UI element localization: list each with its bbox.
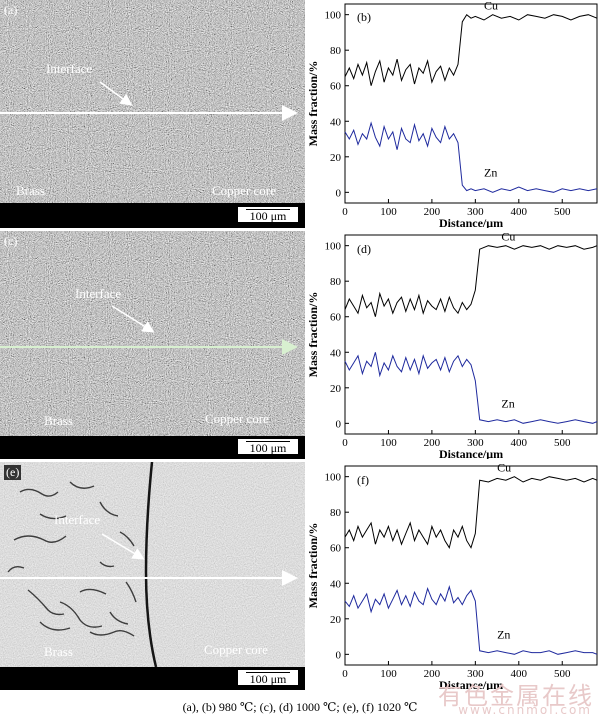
series-line-zn [344,585,598,655]
plot-frame [344,234,598,435]
panel-label-d: (d) [357,242,371,256]
y-tick-label: 100 [325,241,342,253]
y-tick-label: 20 [330,614,342,626]
x-tick-label: 200 [424,668,441,680]
plot-frame [344,465,598,666]
panel-label-f: (f) [357,473,369,487]
micrograph-c-texture [0,231,305,459]
copper-core-label-a: Copper core [212,183,276,198]
copper-core-label-e: Copper core [204,642,268,657]
y-tick-label: 20 [330,152,342,164]
watermark-url: www.cnnmol.com [458,703,592,717]
y-tick-label: 20 [330,383,342,395]
copper-core-label-c: Copper core [205,411,269,426]
x-axis-label: Distance/μm [439,216,503,228]
interface-label-e: Interface [54,512,101,527]
x-tick-label: 500 [554,437,571,449]
y-tick-label: 80 [330,45,342,57]
y-tick-label: 60 [330,81,342,93]
y-axis-label: Mass fraction/% [306,523,320,609]
x-tick-label: 500 [554,668,571,680]
series-label-zn: Zn [497,627,510,641]
scale-bar-e: 100 μm [237,669,299,686]
y-tick-label: 0 [336,418,342,430]
x-tick-label: 500 [554,206,571,218]
series-line-cu [344,476,598,549]
chart-d-svg: 0 100 200 300 400 500 0 20 40 60 80 100 Distance/μm M… [306,231,598,459]
x-tick-label: 100 [380,206,397,218]
panel-label-b: (b) [357,10,371,24]
x-tick-label: 300 [467,206,484,218]
series-label-zn: Zn [484,165,497,179]
panel-label-c: (c) [4,234,18,248]
chart-d: 0 100 200 300 400 500 0 20 40 60 80 100 Distance/μm M… [305,231,600,459]
y-axis-label: Mass fraction/% [306,61,320,147]
micrograph-c: (c) Interface Brass Copper core 100 μm [0,231,305,459]
y-axis-label: Mass fraction/% [306,292,320,378]
series-label-cu: Cu [484,0,498,12]
y-tick-label: 60 [330,312,342,324]
x-axis-label: Distance/μm [439,447,503,459]
brass-label-c: Brass [44,413,73,428]
y-tick-label: 40 [330,578,342,590]
y-tick-label: 0 [336,187,342,199]
x-tick-label: 0 [342,668,348,680]
scale-bar-a: 100 μm [237,206,299,223]
chart-f-svg: 0 100 200 300 400 500 0 20 40 60 80 100 Distance/μm M… [306,462,598,690]
x-tick-label: 100 [380,668,397,680]
micrograph-a: (a) Interface Brass Copper core 100 μm [0,0,305,228]
interface-label-a: Interface [46,61,93,76]
x-tick-label: 400 [511,206,528,218]
series-label-cu: Cu [501,231,515,243]
chart-b: 0 100 200 300 400 500 0 20 40 60 80 100 Distance/μm M… [305,0,600,228]
series-line-cu [344,245,598,317]
y-tick-label: 100 [325,472,342,484]
interface-label-c: Interface [75,286,122,301]
panel-label-a: (a) [4,3,18,17]
series-label-cu: Cu [497,462,511,474]
chart-b-svg: 0 100 200 300 400 500 0 20 40 60 80 100 Distance/μm M… [306,0,598,228]
series-line-zn [344,352,598,424]
x-tick-label: 100 [380,437,397,449]
panel-label-e: (e) [4,465,22,480]
x-tick-label: 300 [467,437,484,449]
y-tick-label: 0 [336,649,342,661]
chart-f: 0 100 200 300 400 500 0 20 40 60 80 100 Distance/μm M… [305,462,600,690]
x-tick-label: 400 [511,668,528,680]
x-tick-label: 300 [467,668,484,680]
brass-label-e: Brass [44,644,73,659]
y-tick-label: 80 [330,276,342,288]
y-tick-label: 100 [325,10,342,22]
micrograph-e-texture [0,462,305,690]
brass-label-a: Brass [16,183,45,198]
x-tick-label: 0 [342,206,348,218]
y-tick-label: 80 [330,507,342,519]
y-tick-label: 60 [330,543,342,555]
series-line-cu [344,13,598,86]
x-axis-label: Distance/μm [439,678,503,690]
y-tick-label: 40 [330,116,342,128]
x-tick-label: 400 [511,437,528,449]
micrograph-e: (e) Interface Brass Copper core 100 μm [0,462,305,690]
figure-caption: (a), (b) 980 ℃; (c), (d) 1000 ℃; (e), (f… [182,700,418,714]
x-tick-label: 200 [424,206,441,218]
plot-frame [344,3,598,204]
scale-bar-c: 100 μm [237,438,299,455]
series-line-zn [344,121,598,193]
x-tick-label: 0 [342,437,348,449]
watermark-cn: 有色金属在线 [438,682,594,710]
series-label-zn: Zn [501,396,514,410]
x-tick-label: 200 [424,437,441,449]
y-tick-label: 40 [330,347,342,359]
